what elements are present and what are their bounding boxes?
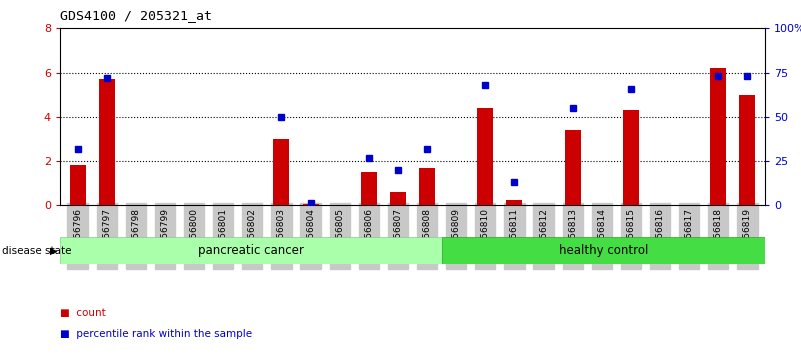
- Bar: [70, 166, 86, 205]
- Bar: [739, 95, 755, 205]
- Text: pancreatic cancer: pancreatic cancer: [198, 244, 304, 257]
- Bar: [390, 192, 406, 205]
- Bar: [477, 108, 493, 205]
- Text: ■  percentile rank within the sample: ■ percentile rank within the sample: [60, 329, 252, 339]
- Text: GDS4100 / 205321_at: GDS4100 / 205321_at: [60, 9, 212, 22]
- Bar: [99, 79, 115, 205]
- Text: ■  count: ■ count: [60, 308, 106, 318]
- Text: healthy control: healthy control: [558, 244, 648, 257]
- Bar: [360, 172, 376, 205]
- Bar: [506, 200, 522, 205]
- Bar: [303, 204, 319, 205]
- Text: disease state: disease state: [2, 246, 71, 256]
- Bar: [710, 68, 727, 205]
- Bar: [441, 237, 765, 264]
- Bar: [273, 139, 289, 205]
- Bar: [60, 237, 441, 264]
- Bar: [565, 130, 581, 205]
- Bar: [419, 168, 435, 205]
- Bar: [623, 110, 639, 205]
- Text: ▶: ▶: [50, 246, 58, 256]
